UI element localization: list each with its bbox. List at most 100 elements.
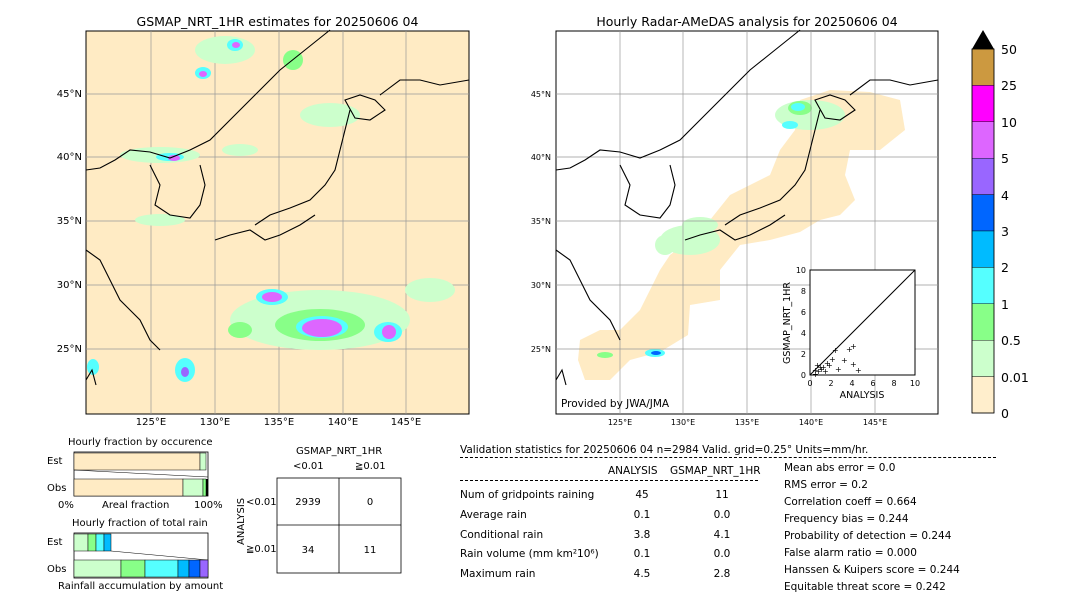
validation-divider <box>460 457 996 458</box>
validation-analysis-value: 0.1 <box>633 509 651 521</box>
svg-text:+: + <box>817 363 824 372</box>
left-lon-tick: 135°E <box>264 417 294 428</box>
radar-coverage <box>578 90 905 380</box>
svg-text:+: + <box>822 367 829 376</box>
right-lon-tick: 135°E <box>735 418 759 427</box>
colorbar-label: 50 <box>1001 42 1017 57</box>
score-line: Correlation coeff = 0.664 <box>784 496 917 508</box>
validation-gsmap-value: 2.8 <box>713 568 731 580</box>
svg-text:+: + <box>832 346 839 355</box>
left-lat-tick: 40°N <box>57 152 82 163</box>
left-lat-tick: 35°N <box>57 216 82 227</box>
colorbar-segment <box>971 157 995 195</box>
contingency-cell: 0 <box>367 497 373 508</box>
right-lon-tick: 125°E <box>608 418 632 427</box>
validation-analysis-value: 0.1 <box>633 548 651 560</box>
right-lat-tick: 30°N <box>531 281 551 290</box>
inset-xtick: 8 <box>891 379 896 388</box>
left-lat-tick: 45°N <box>57 89 82 100</box>
total-rain-row-est: Est <box>47 537 63 548</box>
left-lon-tick: 140°E <box>328 417 358 428</box>
colorbar-label: 25 <box>1001 78 1017 93</box>
left-lon-tick: 145°E <box>391 417 421 428</box>
validation-col-header: GSMAP_NRT_1HR <box>670 465 761 477</box>
colorbar-label: 0.5 <box>1001 333 1021 348</box>
inset-ytick: 0 <box>801 371 806 380</box>
score-line: False alarm ratio = 0.000 <box>784 547 917 559</box>
inset-ytick: 6 <box>801 308 806 317</box>
inset-xtick: 2 <box>828 379 833 388</box>
validation-gsmap-value: 11 <box>715 489 729 501</box>
inset-xlabel: ANALYSIS <box>840 390 885 401</box>
validation-gsmap-value: 0.0 <box>713 509 731 521</box>
colorbar-segment <box>971 340 995 377</box>
left-rain-field <box>87 36 455 382</box>
colorbar-segment <box>971 48 995 86</box>
score-line: Probability of detection = 0.244 <box>784 530 952 542</box>
svg-text:+: + <box>812 370 819 379</box>
validation-row-label: Maximum rain <box>460 568 536 580</box>
inset-ytick: 2 <box>801 350 806 359</box>
score-line: Mean abs error = 0.0 <box>784 462 896 474</box>
validation-row-label: Num of gridpoints raining <box>460 489 595 501</box>
svg-text:+: + <box>835 365 842 374</box>
contingency-cell: 11 <box>364 545 377 556</box>
colorbar-label: 1 <box>1001 297 1009 312</box>
occurrence-row-est: Est <box>47 456 63 467</box>
inset-ytick: 10 <box>796 266 806 275</box>
colorbar-label: 0.01 <box>1001 370 1029 385</box>
svg-text:+: + <box>846 345 853 354</box>
contingency-row-header: <0.01 <box>246 497 277 508</box>
colorbar: 50 25 10 5 4 3 2 1 0.5 0.01 0 <box>971 30 1029 421</box>
validation-row-label: Average rain <box>460 509 527 521</box>
svg-text:+: + <box>818 365 825 374</box>
total-rain-footer: Rainfall accumulation by amount <box>58 581 224 592</box>
contingency-row-header: ≧0.01 <box>246 544 277 555</box>
right-map: Provided by JWA/JMA 125°E 130°E 135°E 14… <box>531 29 939 427</box>
score-line: RMS error = 0.2 <box>784 479 868 491</box>
validation-analysis-value: 3.8 <box>633 529 651 541</box>
svg-text:+: + <box>855 366 862 375</box>
colorbar-segment <box>971 230 995 268</box>
contingency-grid: 2939 0 34 11 <box>276 477 402 574</box>
occurrence-row-obs: Obs <box>47 483 67 494</box>
occurrence-axis-label: Areal fraction <box>102 500 170 511</box>
svg-text:+: + <box>826 361 833 370</box>
left-lat-tick: 25°N <box>57 344 82 355</box>
colorbar-segment <box>971 85 995 123</box>
score-line: Equitable threat score = 0.242 <box>784 581 946 593</box>
left-lat-tick: 30°N <box>57 280 82 291</box>
colorbar-label: 4 <box>1001 188 1009 203</box>
colorbar-label: 2 <box>1001 260 1009 275</box>
left-lon-tick: 130°E <box>200 417 230 428</box>
inset-xtick: 10 <box>910 379 920 388</box>
svg-text:+: + <box>850 360 857 369</box>
contingency-col-header: <0.01 <box>293 461 324 472</box>
right-lat-tick: 40°N <box>531 153 551 162</box>
occurrence-axis-left: 0% <box>58 500 74 511</box>
total-rain-title: Hourly fraction of total rain <box>72 518 208 529</box>
right-lat-tick: 35°N <box>531 217 551 226</box>
svg-text:+: + <box>824 359 831 368</box>
contingency-title: GSMAP_NRT_1HR <box>296 446 383 457</box>
score-line: Hanssen & Kuipers score = 0.244 <box>784 564 960 576</box>
inset-ytick: 4 <box>801 329 806 338</box>
right-rain-field <box>597 100 845 358</box>
occurrence-title: Hourly fraction by occurence <box>68 437 213 448</box>
total-rain-row-obs: Obs <box>47 564 67 575</box>
inset-xtick: 0 <box>807 379 812 388</box>
svg-text:+: + <box>829 355 836 364</box>
contingency-cell: 2939 <box>295 497 320 508</box>
validation-subdivider <box>460 480 758 481</box>
validation-gsmap-value: 4.1 <box>713 529 731 541</box>
svg-text:+: + <box>815 367 822 376</box>
total-rain-bars <box>73 532 209 579</box>
colorbar-label: 10 <box>1001 115 1017 130</box>
validation-row-label: Rain volume (mm km²10⁶) <box>460 548 599 560</box>
left-lon-tick: 125°E <box>136 417 166 428</box>
colorbar-segment <box>971 376 995 414</box>
colorbar-segment <box>971 121 995 159</box>
inset-scatter: +++ +++ +++ +++ +++ +++ 0 2 4 6 8 10 0 2… <box>782 266 920 401</box>
colorbar-label: 0 <box>1001 406 1009 421</box>
inset-ytick: 8 <box>801 287 806 296</box>
